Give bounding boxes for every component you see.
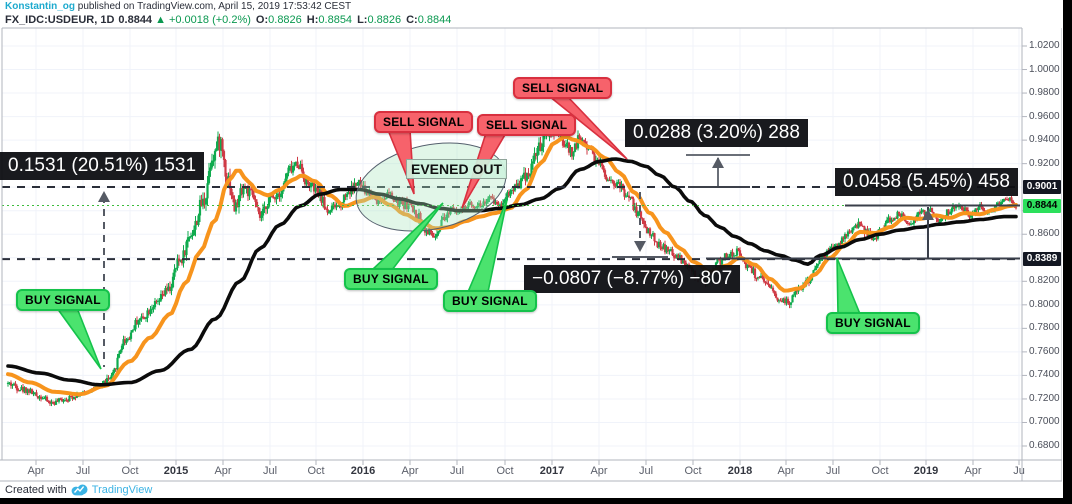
price-axis-label: 0.8200 xyxy=(1029,275,1060,287)
buy-signal-label[interactable]: BUY SIGNAL xyxy=(443,290,537,312)
ohlc-key: C: xyxy=(406,14,418,26)
last-price: 0.8844 xyxy=(118,14,153,26)
created-with-text: Created with xyxy=(5,483,67,496)
buy-signal-label[interactable]: BUY SIGNAL xyxy=(16,289,110,311)
sell-signal-label[interactable]: SELL SIGNAL xyxy=(374,111,474,133)
evened-out-label[interactable]: EVENED OUT xyxy=(406,159,508,179)
tradingview-brand-link[interactable]: TradingView xyxy=(91,483,153,496)
time-axis-label: Jul xyxy=(75,465,91,477)
symbol-legend[interactable]: FX_IDC:USDEUR, 1D 0.8844 ▲ +0.0018 (+0.2%) O… xyxy=(5,14,451,26)
price-axis-label: 0.8000 xyxy=(1029,298,1060,310)
time-axis-label: 2015 xyxy=(163,465,189,477)
measurement-label[interactable]: 0.1531 (20.51%) 1531 xyxy=(0,152,205,180)
price-axis-label: 1.0200 xyxy=(1029,40,1060,51)
buy-signal-tail xyxy=(55,307,102,370)
measure-arrow-up-icon xyxy=(922,209,934,220)
price-axis-label: 0.7400 xyxy=(1029,369,1060,381)
price-badge: 0.8389 xyxy=(1023,252,1061,267)
measurement-label[interactable]: −0.0807 (−8.77%) −807 xyxy=(524,265,741,293)
time-axis-label: Apr xyxy=(777,465,795,477)
ohlc-value: 0.8826 xyxy=(268,14,302,26)
price-axis-label: 0.7200 xyxy=(1029,392,1060,404)
ohlc-key: H: xyxy=(306,14,319,26)
author-username[interactable]: Konstantin_og xyxy=(5,1,75,12)
price-axis-label: 1.0000 xyxy=(1029,63,1060,75)
time-axis-label: Oct xyxy=(684,465,702,477)
price-axis-label: 0.9800 xyxy=(1029,87,1060,99)
price-badge: 0.8844 xyxy=(1023,198,1061,213)
ohlc-value: 0.8826 xyxy=(367,14,402,26)
time-axis-label: Jul xyxy=(449,465,465,477)
footer-attribution: Created with TradingView xyxy=(5,483,152,496)
buy-signal-label[interactable]: BUY SIGNAL xyxy=(826,312,920,334)
time-axis-label: 2017 xyxy=(539,465,565,477)
time-axis-label: Apr xyxy=(214,465,232,477)
ohlc-key: L: xyxy=(357,14,368,26)
measure-arrow-up-icon xyxy=(712,157,724,168)
price-badge: 0.9001 xyxy=(1023,180,1061,195)
time-axis-label: 2016 xyxy=(350,465,376,477)
measure-arrow-down-icon xyxy=(634,241,646,252)
symbol-name: FX_IDC:USDEUR, 1D xyxy=(5,14,115,26)
price-axis-label: 0.9200 xyxy=(1029,157,1060,169)
time-axis-label: Oct xyxy=(121,465,139,477)
time-axis-label: Apr xyxy=(964,465,982,477)
time-axis-label: Jul xyxy=(262,465,278,477)
tradingview-logo-icon xyxy=(71,484,88,496)
byline-text: published on TradingView.com, April 15, … xyxy=(75,1,352,12)
price-axis-label: 0.8600 xyxy=(1029,228,1060,240)
up-arrow-icon: ▲ xyxy=(155,14,166,26)
ohlc-values: O:0.8826 H:0.8854 L:0.8826 C:0.8844 xyxy=(251,14,451,26)
time-axis-label: Apr xyxy=(590,465,608,477)
measurement-label[interactable]: 0.0458 (5.45%) 458 xyxy=(835,168,1018,196)
price-axis-label: 0.7800 xyxy=(1029,322,1060,334)
buy-signal-label[interactable]: BUY SIGNAL xyxy=(344,268,438,290)
chart-canvas[interactable] xyxy=(0,0,1062,498)
time-axis-label: Oct xyxy=(307,465,325,477)
chart-header: Konstantin_og published on TradingView.c… xyxy=(5,1,451,26)
sell-signal-label[interactable]: SELL SIGNAL xyxy=(513,77,613,99)
price-axis[interactable]: 1.0200 1.0000 0.9800 0.9600 0.9400 0.9200 0.88… xyxy=(1022,28,1062,481)
time-axis-label: Ju xyxy=(1013,465,1025,477)
time-axis-label: 2019 xyxy=(913,465,939,477)
ohlc-key: O: xyxy=(255,14,269,26)
ohlc-value: 0.8854 xyxy=(318,14,353,26)
measurement-label[interactable]: 0.0288 (3.20%) 288 xyxy=(625,119,808,147)
buy-signal-tail xyxy=(836,257,862,315)
time-axis-label: 2018 xyxy=(727,465,753,477)
time-axis-label: Jul xyxy=(638,465,654,477)
time-axis-label: Apr xyxy=(401,465,419,477)
price-axis-label: 0.9400 xyxy=(1029,134,1060,146)
time-axis-label: Oct xyxy=(496,465,514,477)
time-axis-label: Apr xyxy=(27,465,45,477)
time-axis[interactable]: Apr Jul Oct 2015 Apr Jul Oct 2016 Apr Jul Oct 2017 A… xyxy=(0,460,1062,481)
price-axis-label: 0.6800 xyxy=(1029,440,1060,451)
measure-arrow-up-icon xyxy=(98,191,110,202)
price-axis-label: 0.7000 xyxy=(1029,416,1060,428)
time-axis-label: Oct xyxy=(871,465,889,477)
publish-byline: Konstantin_og published on TradingView.c… xyxy=(5,1,451,12)
price-change: +0.0018 (+0.2%) xyxy=(168,14,251,26)
time-axis-label: Jul xyxy=(825,465,841,477)
price-axis-label: 0.9600 xyxy=(1029,110,1060,122)
right-letterbox-bar xyxy=(1063,0,1072,504)
price-axis-label: 0.7600 xyxy=(1029,345,1060,357)
ohlc-value: 0.8844 xyxy=(417,14,452,26)
sell-signal-label[interactable]: SELL SIGNAL xyxy=(477,114,577,136)
grid-lines xyxy=(2,28,1022,460)
bottom-letterbox-bar xyxy=(0,498,1072,504)
